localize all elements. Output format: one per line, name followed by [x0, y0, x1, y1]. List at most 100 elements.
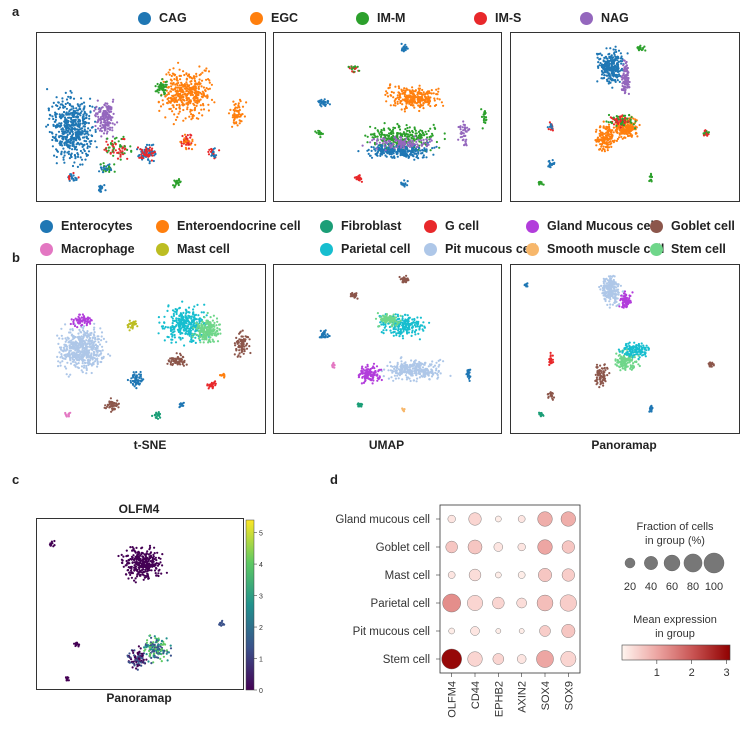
cell-point	[69, 322, 72, 326]
cell-point	[64, 137, 67, 140]
cell-point	[233, 122, 236, 125]
cell-point	[239, 340, 242, 343]
cell-point	[424, 96, 427, 99]
cell-point	[172, 314, 175, 317]
cell-point	[211, 319, 214, 322]
cell-point	[462, 129, 465, 132]
cell-point	[367, 152, 370, 155]
cell-point	[84, 130, 87, 133]
legend-swatch	[320, 219, 333, 233]
cell-point	[396, 135, 399, 138]
cell-point	[80, 358, 83, 361]
cell-point	[179, 99, 182, 102]
cell-point	[410, 143, 413, 146]
cell-point	[178, 95, 181, 98]
cell-point	[214, 382, 217, 385]
cell-point	[182, 85, 185, 88]
cell-point	[155, 411, 158, 414]
legend-swatch	[156, 242, 169, 256]
cell-point	[413, 158, 416, 161]
cell-point	[75, 107, 78, 110]
cell-point	[186, 330, 190, 333]
cell-point	[409, 92, 412, 95]
cell-point	[385, 155, 388, 158]
cell-point	[607, 134, 610, 137]
cell-point	[111, 126, 114, 129]
cell-point	[178, 406, 181, 409]
cell-point	[60, 153, 63, 156]
cell-point	[182, 328, 185, 332]
cell-point	[191, 312, 195, 315]
cell-point	[88, 117, 91, 120]
cell-point	[191, 77, 194, 80]
cell-point	[417, 157, 420, 160]
legend-swatch	[650, 219, 663, 233]
cell-point	[103, 103, 106, 106]
cell-point	[403, 46, 406, 49]
cell-point	[382, 138, 385, 141]
cell-point	[176, 116, 179, 119]
cell-point	[650, 178, 653, 181]
cell-point	[79, 114, 82, 117]
legend-label: IM-M	[377, 11, 406, 25]
cell-point	[81, 151, 84, 154]
cell-point	[357, 176, 360, 179]
cell-point	[207, 334, 210, 337]
cell-point	[119, 158, 122, 161]
legend-label: IM-S	[495, 11, 522, 25]
cell-point	[75, 319, 78, 322]
cell-point	[93, 322, 96, 325]
cell-point	[55, 162, 58, 165]
cell-point	[182, 119, 185, 122]
cell-point	[104, 124, 107, 127]
cell-point	[74, 365, 77, 368]
cell-point	[150, 159, 153, 162]
cell-point	[218, 323, 221, 326]
cell-point	[599, 131, 603, 134]
cell-point	[97, 115, 100, 118]
cell-point	[93, 334, 96, 337]
cell-point	[542, 183, 545, 186]
cell-point	[92, 363, 95, 366]
cell-point	[408, 89, 411, 92]
cell-point	[196, 101, 199, 104]
cell-point	[433, 146, 436, 149]
cell-point	[63, 161, 66, 164]
cell-point	[93, 331, 96, 334]
cell-point	[185, 309, 188, 312]
cell-point	[176, 94, 179, 97]
cell-point	[625, 60, 628, 64]
cell-point	[100, 130, 103, 133]
cell-point	[406, 47, 409, 50]
cell-point	[66, 133, 69, 136]
cell-point	[461, 126, 464, 129]
celltype-legend-item: Fibroblast	[320, 219, 401, 233]
cell-point	[375, 142, 378, 145]
cell-point	[606, 80, 609, 83]
cell-point	[108, 401, 111, 404]
cell-point	[411, 135, 415, 138]
cell-point	[612, 69, 615, 72]
cell-point	[421, 98, 424, 101]
cell-point	[184, 93, 187, 96]
cell-point	[192, 320, 195, 323]
cell-point	[130, 150, 133, 153]
cell-point	[429, 137, 432, 141]
cell-point	[81, 362, 84, 365]
legend-swatch	[424, 219, 437, 233]
cell-point	[81, 320, 84, 323]
cell-point	[148, 162, 151, 165]
cell-point	[178, 110, 181, 113]
cell-point	[111, 116, 114, 119]
cell-point	[70, 91, 73, 94]
cell-point	[71, 148, 74, 151]
cell-point	[134, 379, 137, 382]
cell-point	[95, 358, 99, 361]
cell-point	[69, 120, 72, 123]
cell-point	[599, 143, 602, 146]
cell-point	[154, 85, 157, 88]
cell-point	[636, 46, 639, 49]
cell-point	[73, 364, 76, 367]
cell-point	[90, 331, 93, 335]
cell-point	[105, 165, 108, 168]
